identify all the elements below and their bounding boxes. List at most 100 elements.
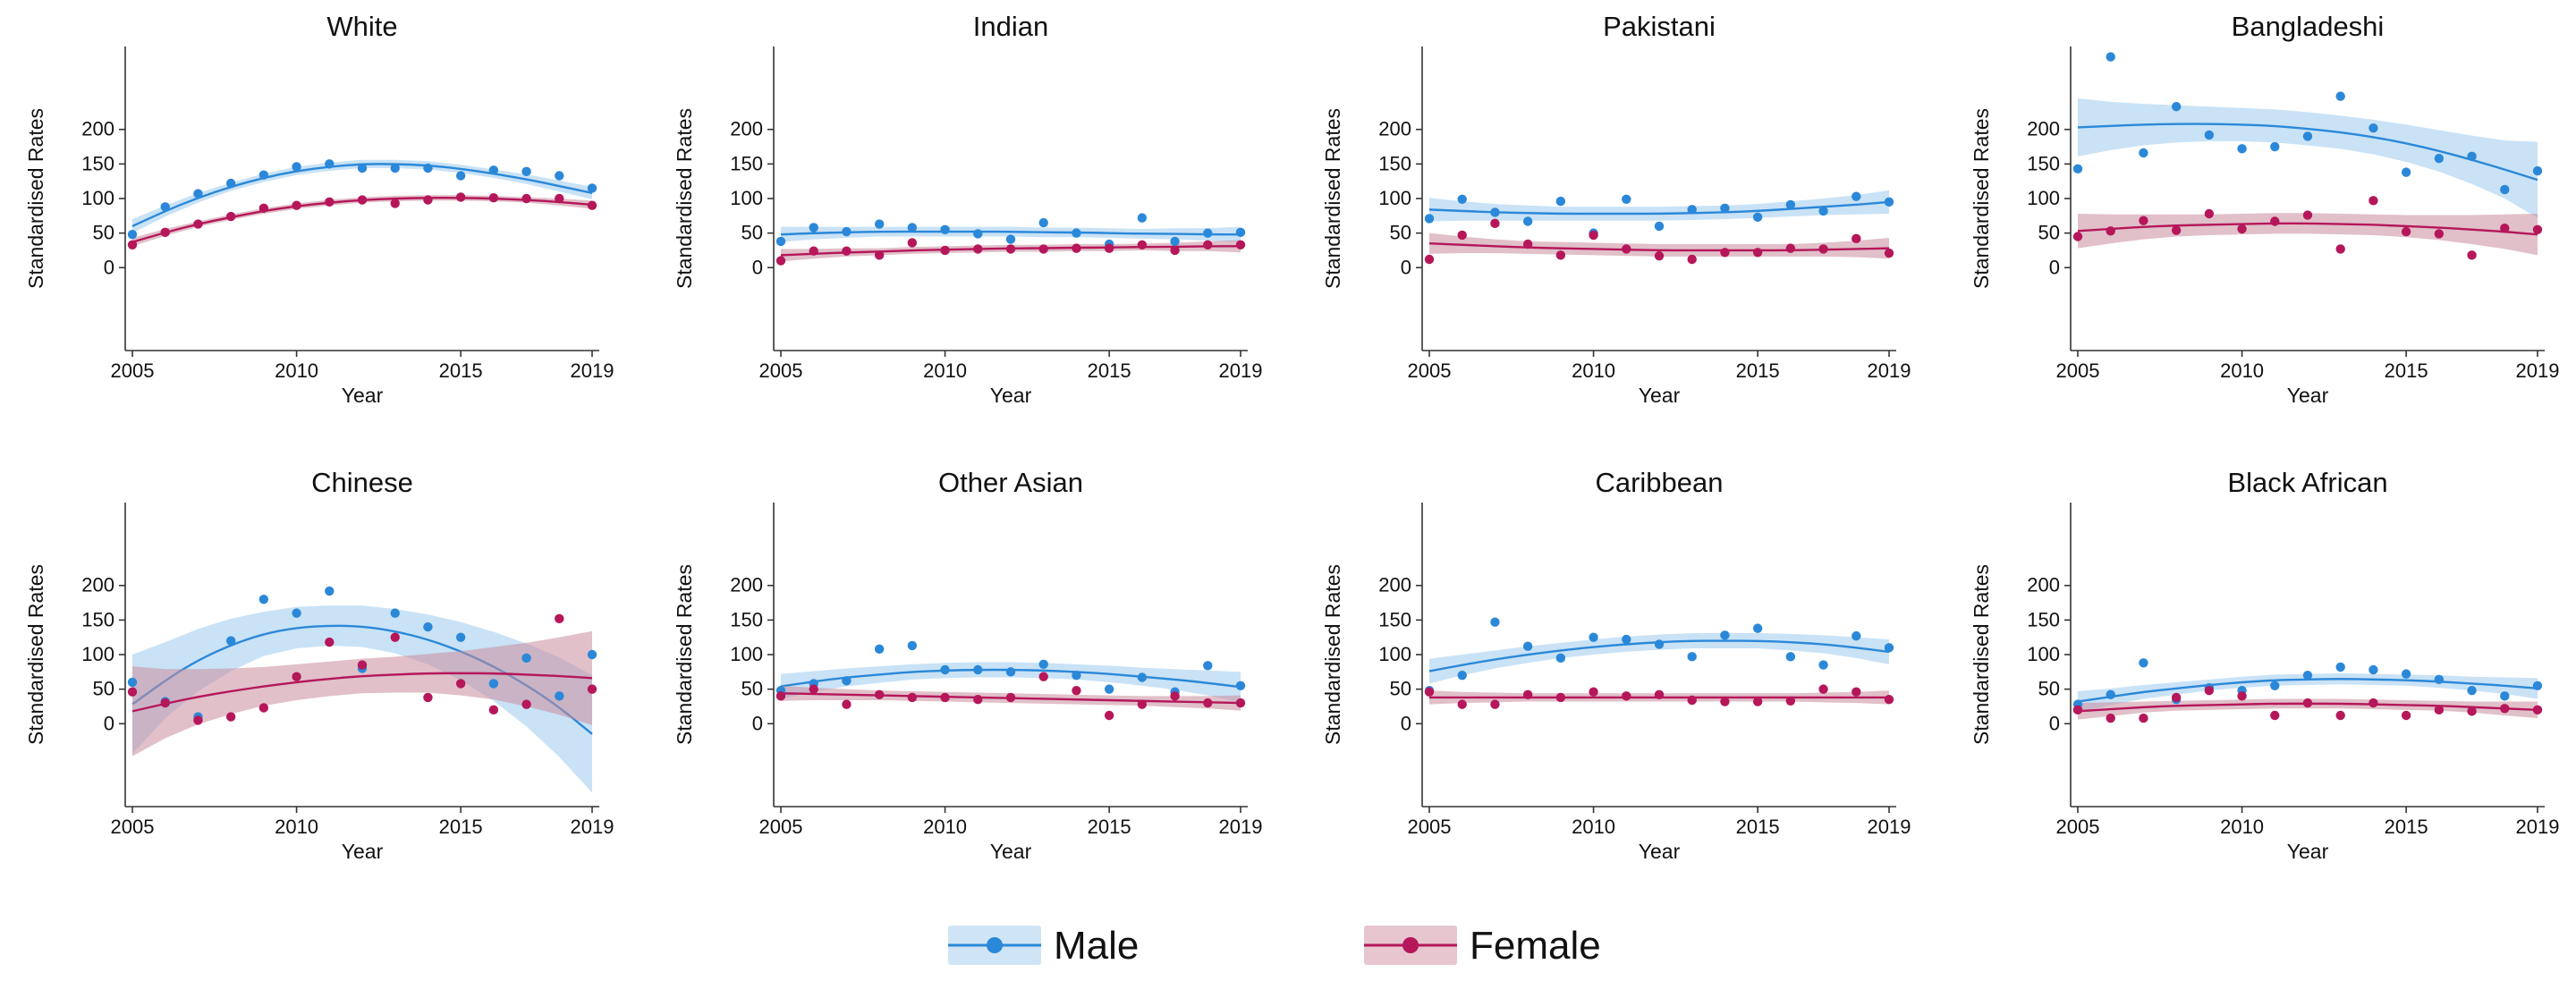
female-data-point: [2434, 229, 2445, 239]
male-data-point: [1005, 234, 1016, 244]
female-data-point: [1104, 243, 1114, 253]
female-data-point: [842, 246, 852, 256]
female-data-point: [258, 703, 269, 713]
male-data-point: [1884, 197, 1894, 207]
female-data-point: [357, 660, 368, 670]
y-axis-label: Standardised Rates: [24, 108, 47, 289]
female-data-point: [2139, 216, 2148, 225]
x-tick-label: 2015: [2385, 816, 2428, 838]
female-data-point: [1818, 244, 1828, 254]
y-tick-label: 100: [730, 643, 763, 665]
female-data-point: [2401, 226, 2411, 237]
female-data-point: [2237, 224, 2247, 234]
male-data-point: [1203, 228, 1213, 238]
y-axis-label: Standardised Rates: [673, 108, 696, 289]
male-data-point: [587, 183, 597, 193]
panel-caribbean: Caribbean 0 50 100 150 200 2005 2010 2015 2019 Yea…: [1321, 467, 1911, 863]
y-tick-label: 50: [93, 222, 114, 244]
male-data-point: [423, 163, 433, 173]
female-data-point: [488, 705, 499, 715]
male-confidence-band: [2078, 672, 2538, 713]
male-data-point: [1457, 670, 1467, 681]
male-data-point: [1785, 652, 1796, 662]
female-data-point: [1490, 218, 1500, 229]
male-data-point: [973, 664, 983, 675]
female-data-point: [555, 193, 564, 204]
female-data-point: [2237, 691, 2247, 701]
male-data-point: [1654, 221, 1665, 232]
male-data-point: [973, 229, 983, 239]
female-data-point: [2204, 685, 2215, 696]
x-tick-label: 2019: [2516, 359, 2560, 382]
male-data-point: [2401, 669, 2411, 679]
male-data-point: [488, 165, 499, 175]
female-data-point: [423, 195, 433, 205]
female-data-point: [1235, 698, 1246, 708]
male-data-point: [1170, 236, 1180, 247]
y-tick-label: 150: [81, 152, 114, 174]
male-data-point: [1137, 213, 1148, 223]
female-data-point: [1589, 687, 1598, 697]
y-tick-label: 50: [2038, 678, 2060, 700]
y-tick-label: 0: [104, 712, 114, 734]
plot-area: [2077, 97, 2538, 256]
female-data-point: [2106, 713, 2115, 723]
male-data-point: [1137, 672, 1148, 682]
y-tick-label: 150: [1378, 608, 1411, 630]
female-data-point: [874, 250, 885, 260]
y-tick-label: 150: [81, 608, 114, 630]
x-tick-label: 2005: [759, 816, 803, 838]
female-data-point: [1424, 687, 1435, 697]
x-axis-label: Year: [2287, 384, 2329, 407]
male-data-point: [423, 622, 433, 632]
female-data-point: [1654, 250, 1665, 261]
y-tick-label: 200: [2027, 574, 2060, 596]
female-data-point: [2335, 710, 2345, 721]
male-data-point: [2467, 685, 2477, 696]
y-axis-label: Standardised Rates: [1970, 108, 1993, 289]
male-data-point: [907, 223, 918, 233]
female-data-point: [2270, 216, 2280, 226]
x-axis-label: Year: [342, 384, 384, 407]
female-data-point: [2467, 706, 2477, 716]
female-data-point: [2139, 713, 2148, 723]
male-data-point: [1687, 652, 1697, 662]
female-data-point: [258, 203, 269, 214]
x-tick-label: 2010: [275, 816, 318, 838]
female-data-point: [1038, 672, 1048, 681]
male-data-point: [2204, 130, 2215, 140]
female-data-point: [1752, 248, 1763, 258]
male-data-point: [1005, 667, 1016, 677]
male-data-point: [940, 224, 950, 234]
female-data-point: [1555, 692, 1566, 703]
female-data-point: [1170, 245, 1180, 256]
x-axis-label: Year: [990, 840, 1032, 863]
x-tick-label: 2019: [1219, 816, 1263, 838]
y-tick-label: 0: [1401, 712, 1411, 734]
male-data-point: [1104, 684, 1114, 694]
male-data-point: [2335, 91, 2345, 101]
panel-title: Pakistani: [1603, 11, 1716, 42]
female-data-point: [2072, 232, 2083, 241]
x-tick-label: 2010: [275, 359, 318, 382]
y-tick-label: 100: [81, 187, 114, 209]
male-fit-line: [2077, 123, 2538, 182]
panel-title: Indian: [973, 11, 1048, 42]
female-data-point: [1137, 699, 1148, 709]
x-tick-label: 2010: [1572, 359, 1615, 382]
x-tick-label: 2015: [1088, 359, 1131, 382]
male-data-point: [1622, 634, 1631, 645]
panel-title: Caribbean: [1595, 467, 1723, 498]
y-tick-label: 100: [1378, 643, 1411, 665]
panel-title: Bangladeshi: [2232, 11, 2385, 42]
x-tick-label: 2015: [439, 816, 483, 838]
female-data-point: [1785, 696, 1796, 706]
female-data-point: [225, 712, 236, 722]
female-data-point: [2171, 225, 2182, 235]
female-data-point: [1005, 244, 1016, 254]
male-data-point: [258, 594, 269, 605]
x-tick-label: 2005: [111, 816, 155, 838]
male-data-point: [521, 653, 531, 664]
female-legend-marker: [1402, 937, 1419, 953]
female-data-point: [521, 193, 531, 204]
